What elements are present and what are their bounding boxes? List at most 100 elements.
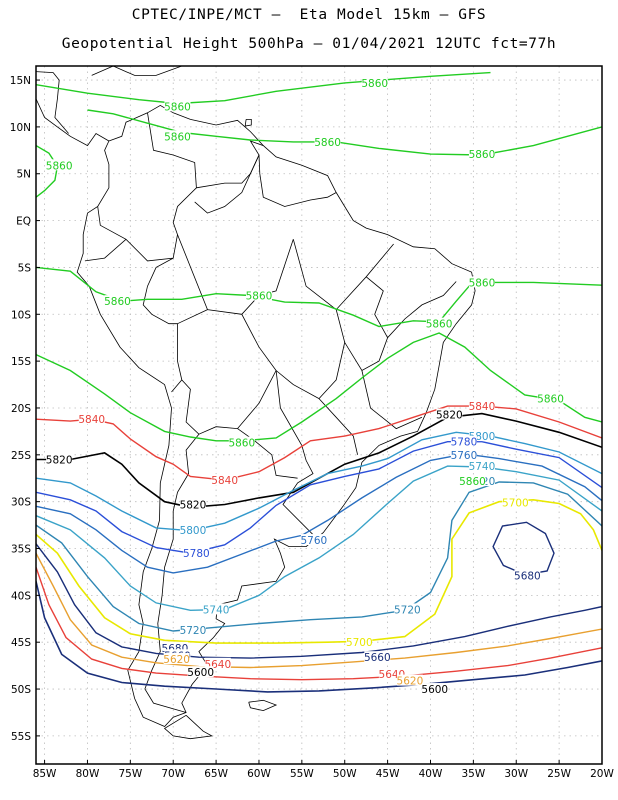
coastline-segment (91, 66, 208, 76)
contour-label: 5860 (164, 131, 191, 143)
chart-title-line1: CPTEC/INPE/MCT – Eta Model 15km – GFS (131, 7, 487, 23)
contour-line-5840 (36, 405, 602, 481)
contour-line-5680 (492, 521, 555, 576)
contour-label-bg (502, 496, 529, 508)
contour-label-bg (314, 135, 341, 147)
contour-label: 5780 (451, 437, 478, 449)
coastline-segment (142, 257, 178, 325)
contour-label-bg (78, 413, 105, 425)
lat-tick-label: 35S (11, 544, 31, 556)
coastline-segment (244, 119, 252, 127)
lat-tick-label: 50S (11, 684, 31, 696)
coastline-segment (36, 98, 110, 147)
contour-label-bg (378, 668, 405, 680)
lon-tick-label: 60W (247, 768, 271, 780)
coastline-segment (76, 104, 476, 727)
contour-labels: 5860 5860 5860 5860 5860 5860 5860 5860 5860 5860… (46, 76, 564, 696)
coastline-segment (387, 281, 457, 338)
contour-label: 5740 (203, 604, 230, 616)
contour-label-bg (46, 453, 73, 465)
contour-label: 5860 (104, 296, 131, 308)
lat-tick-label: 5N (16, 169, 31, 181)
height-contours (36, 71, 602, 693)
coastline-segment (171, 379, 183, 393)
lat-tick-label: EQ (16, 216, 31, 228)
contour-label-bg (161, 641, 188, 653)
coastline-segment (258, 154, 337, 207)
contour-label: 5700 (346, 637, 373, 649)
plot-frame (35, 65, 603, 765)
contour-line-5680 (36, 543, 602, 659)
axis-ticks: 15N 10N 5N EQ 5S 10S 15S 20S 25S 30S 35S 40S 45S 50S 5… (10, 75, 615, 780)
contour-label: 5840 (469, 401, 496, 413)
coastline-segment (292, 239, 394, 311)
lat-tick-label: 10S (11, 309, 31, 321)
contour-label-bg (361, 76, 388, 88)
contour-line-5860 (36, 144, 59, 198)
coastline-segment (361, 370, 423, 430)
lat-tick-label: 15S (11, 356, 31, 368)
contour-label-bg (179, 523, 206, 535)
contour-label: 5780 (183, 548, 210, 560)
contour-label-bg (396, 674, 423, 686)
contour-label: 5820 (46, 455, 73, 467)
contour-label-bg (468, 276, 495, 288)
lon-tick-label: 75W (118, 768, 142, 780)
contour-label: 5860 (361, 78, 388, 90)
contour-label: 5620 (163, 654, 190, 666)
contour-label-bg (104, 295, 131, 307)
contour-label-bg (179, 498, 206, 510)
lat-tick-label: 5S (18, 262, 32, 274)
coastline-segment (177, 234, 315, 537)
contour-line-5860 (36, 71, 491, 105)
contour-line-5620 (36, 552, 602, 669)
coastline-segment (177, 309, 277, 435)
contour-label: 5820 (436, 410, 463, 422)
contour-label-bg (164, 130, 191, 142)
contour-label: 5860 (426, 319, 453, 331)
contour-line-5700 (36, 498, 602, 644)
contour-label-bg (394, 603, 421, 615)
coastline-segment (36, 71, 69, 134)
contour-label-bg (468, 148, 495, 160)
contour-label: 5600 (187, 667, 214, 679)
coastline-segment (237, 428, 298, 479)
coastline-segment (275, 342, 346, 400)
coastline-segment (102, 49, 119, 54)
lat-tick-label: 55S (11, 731, 31, 743)
contour-label: 5740 (469, 461, 496, 473)
contour-line-5780 (36, 441, 602, 554)
contour-label: 5600 (421, 684, 448, 696)
lat-tick-label: 10N (10, 122, 31, 134)
lon-tick-label: 40W (419, 768, 443, 780)
lon-tick-label: 55W (290, 768, 314, 780)
lon-tick-label: 80W (76, 768, 100, 780)
contour-label-bg (163, 653, 190, 665)
contour-label-bg (450, 448, 477, 460)
contour-label-bg (468, 430, 495, 442)
lat-tick-label: 40S (11, 590, 31, 602)
contour-label: 5860 (469, 149, 496, 161)
lon-tick-label: 25W (547, 768, 571, 780)
lon-tick-label: 45W (376, 768, 400, 780)
contour-label: 5840 (211, 475, 238, 487)
contour-label-bg (187, 666, 214, 678)
lat-tick-label: 45S (11, 637, 31, 649)
contour-label: 5660 (364, 652, 391, 664)
contour-label-bg (228, 436, 255, 448)
contour-label: 5860 (164, 101, 191, 113)
contour-label: 5820 (180, 499, 207, 511)
coastline-segment (194, 154, 260, 214)
contour-line-5860 (36, 332, 602, 442)
contour-label-bg (164, 100, 191, 112)
contour-label: 5720 (180, 625, 207, 637)
contour-line-5660 (36, 581, 602, 693)
contour-label: 5860 (469, 277, 496, 289)
lat-tick-label: 30S (11, 497, 31, 509)
lon-tick-label: 30W (504, 768, 528, 780)
contour-label-bg (537, 392, 564, 404)
contour-label: 5860 (459, 476, 486, 488)
contour-label-bg (421, 683, 448, 695)
coastline-segment (318, 398, 358, 455)
